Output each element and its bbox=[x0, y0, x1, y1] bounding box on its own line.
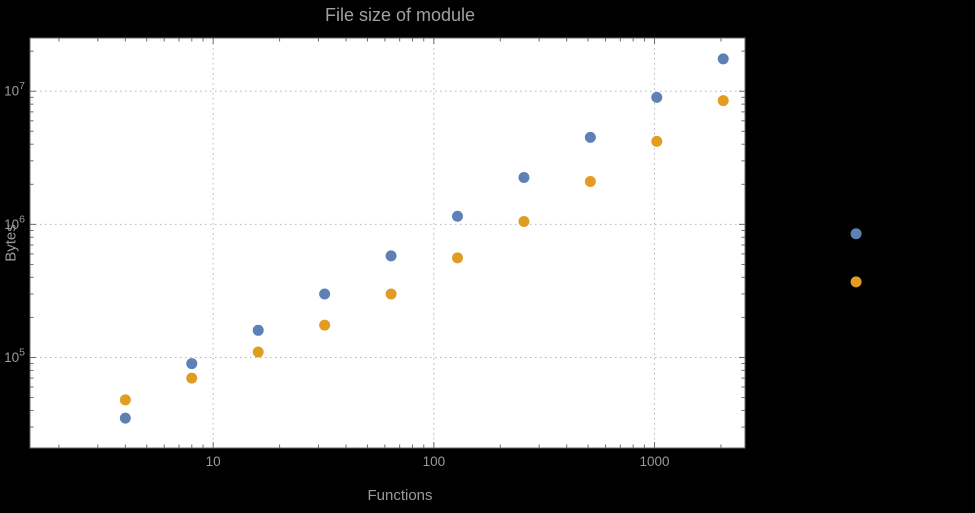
data-point-series-2-orange bbox=[651, 135, 663, 147]
data-point-series-1-blue bbox=[186, 358, 198, 370]
y-tick-label: 106 bbox=[4, 213, 25, 232]
data-point-series-2-orange bbox=[252, 346, 264, 358]
data-point-series-2-orange bbox=[584, 175, 596, 187]
data-point-series-1-blue bbox=[518, 171, 530, 183]
data-point-series-2-orange bbox=[119, 394, 131, 406]
y-tick-label: 107 bbox=[4, 80, 25, 99]
data-point-series-2-orange bbox=[186, 372, 198, 384]
data-point-series-1-blue bbox=[385, 250, 397, 262]
data-point-series-1-blue bbox=[119, 412, 131, 424]
y-tick-label: 105 bbox=[4, 346, 25, 365]
chart-title: File size of module bbox=[324, 5, 476, 25]
data-point-series-2-orange bbox=[319, 319, 331, 331]
plot-area bbox=[30, 38, 745, 448]
data-point-series-1-blue bbox=[651, 91, 663, 103]
x-tick-label: 10 bbox=[206, 454, 221, 469]
data-point-series-2-orange bbox=[452, 252, 464, 264]
x-tick-label: 1000 bbox=[639, 454, 669, 469]
data-point-series-1-blue bbox=[850, 228, 862, 240]
x-axis-label: Functions bbox=[367, 487, 433, 504]
data-point-series-2-orange bbox=[518, 216, 530, 228]
data-point-series-1-blue bbox=[584, 131, 596, 143]
data-point-series-2-orange bbox=[385, 288, 397, 300]
plot-frame bbox=[29, 37, 746, 449]
data-point-series-1-blue bbox=[319, 288, 331, 300]
data-point-series-1-blue bbox=[452, 210, 464, 222]
data-point-series-2-orange bbox=[850, 276, 862, 288]
x-tick-label: 100 bbox=[423, 454, 446, 469]
data-point-series-1-blue bbox=[252, 324, 264, 336]
data-point-series-2-orange bbox=[717, 95, 729, 107]
data-point-series-1-blue bbox=[717, 53, 729, 65]
